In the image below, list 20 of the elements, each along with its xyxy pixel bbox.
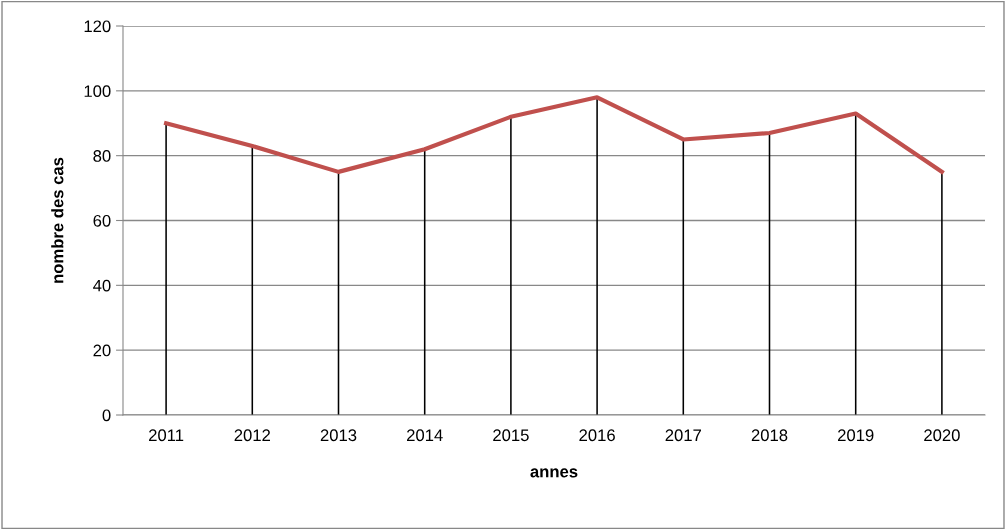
- y-tick-label: 40: [93, 279, 111, 292]
- y-tick-label: 20: [93, 344, 111, 357]
- x-axis-title: annes: [530, 468, 578, 478]
- x-tick-label: 2012: [234, 429, 270, 442]
- y-tick-label: 80: [93, 150, 111, 162]
- y-tick-label: 120: [84, 20, 111, 33]
- x-tick-label: 2018: [751, 429, 788, 442]
- y-tick-label: 0: [102, 409, 111, 422]
- x-tick-label: 2017: [665, 429, 701, 442]
- x-tick-label: 2014: [407, 429, 443, 442]
- x-tick-label: 2013: [320, 429, 357, 442]
- x-tick-label: 2011: [149, 429, 184, 442]
- x-tick-label: 2019: [838, 429, 874, 442]
- x-tick-label: 2020: [924, 429, 960, 442]
- y-tick-label: 100: [84, 85, 111, 98]
- y-axis-title: nombre des cas: [51, 157, 64, 283]
- x-tick-label: 2015: [493, 429, 529, 442]
- line-series: [164, 95, 944, 174]
- y-tick-label: 60: [93, 214, 111, 227]
- x-tick-label: 2016: [579, 429, 615, 442]
